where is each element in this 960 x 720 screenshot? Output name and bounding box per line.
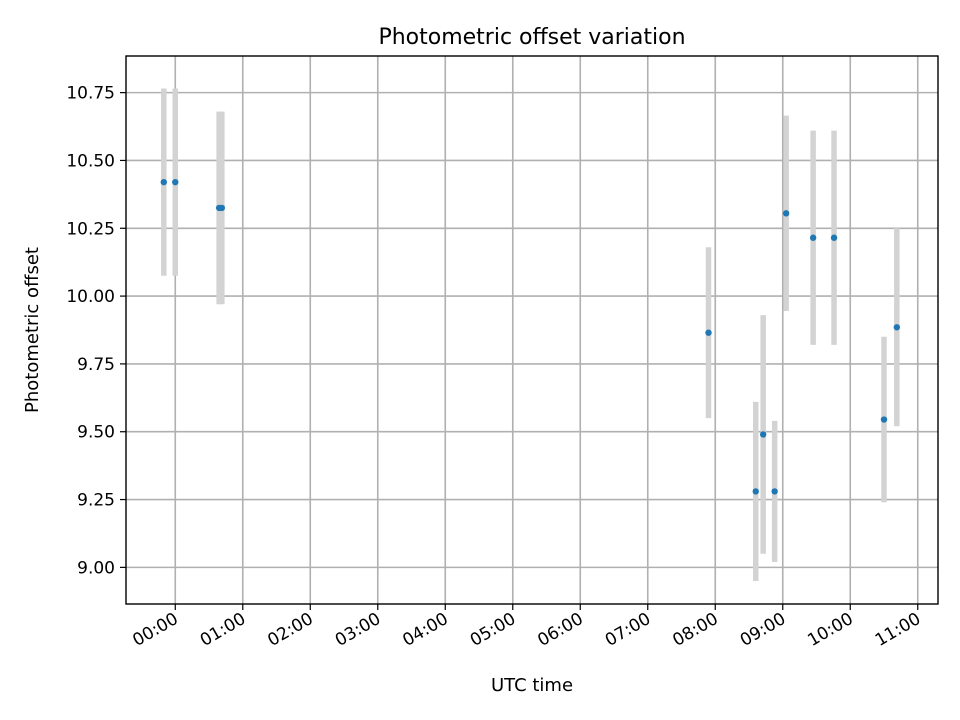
- y-tick-label: 10.75: [66, 84, 115, 104]
- data-points: [160, 178, 901, 495]
- chart-title: Photometric offset variation: [378, 25, 685, 50]
- data-point: [752, 488, 759, 495]
- data-point: [705, 329, 712, 336]
- plot-frame: [125, 55, 939, 605]
- data-point: [160, 178, 167, 186]
- data-point: [172, 178, 179, 186]
- y-tick-label: 9.00: [77, 558, 115, 578]
- grid: [126, 56, 938, 604]
- data-point: [771, 488, 778, 495]
- x-axis-label: UTC time: [491, 675, 573, 696]
- data-point: [809, 234, 817, 241]
- y-axis: 9.00 9.25 9.50 9.75 10.00 10.25 10.50 10.75: [66, 84, 126, 578]
- y-tick-label: 9.75: [77, 355, 115, 375]
- data-point: [880, 416, 888, 423]
- y-tick-label: 10.25: [66, 219, 115, 239]
- y-tick-label: 10.50: [66, 151, 115, 171]
- y-tick-label: 9.25: [77, 491, 115, 511]
- data-point: [218, 204, 226, 212]
- y-tick-label: 10.00: [66, 287, 115, 307]
- data-point: [893, 324, 901, 331]
- y-tick-label: 9.50: [77, 423, 115, 443]
- data-point: [782, 210, 790, 217]
- y-axis-label: Photometric offset: [22, 247, 43, 413]
- data-point: [830, 234, 838, 241]
- data-point: [759, 431, 767, 438]
